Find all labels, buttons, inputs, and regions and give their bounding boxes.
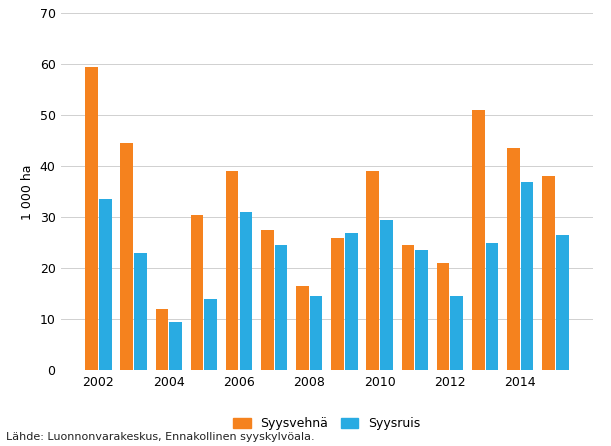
Bar — [542, 177, 555, 370]
Bar — [331, 238, 344, 370]
Bar — [275, 245, 287, 370]
Bar — [296, 286, 309, 370]
Legend: Syysvehnä, Syysruis: Syysvehnä, Syysruis — [228, 412, 426, 435]
Bar — [472, 110, 485, 370]
Bar — [156, 309, 168, 370]
Bar — [240, 212, 252, 370]
Text: Lähde: Luonnonvarakeskus, Ennakollinen syyskylvöala.: Lähde: Luonnonvarakeskus, Ennakollinen s… — [6, 432, 315, 442]
Bar — [261, 230, 274, 370]
Bar — [450, 296, 463, 370]
Bar — [486, 243, 498, 370]
Bar — [437, 263, 449, 370]
Bar — [507, 149, 520, 370]
Y-axis label: 1 000 ha: 1 000 ha — [21, 164, 34, 219]
Bar — [99, 199, 112, 370]
Bar — [367, 171, 379, 370]
Bar — [380, 220, 393, 370]
Bar — [86, 67, 98, 370]
Bar — [120, 143, 133, 370]
Bar — [134, 253, 147, 370]
Bar — [556, 235, 568, 370]
Bar — [205, 299, 217, 370]
Bar — [226, 171, 238, 370]
Bar — [415, 250, 428, 370]
Bar — [521, 182, 533, 370]
Bar — [310, 296, 323, 370]
Bar — [191, 215, 203, 370]
Bar — [401, 245, 414, 370]
Bar — [169, 322, 182, 370]
Bar — [345, 232, 357, 370]
